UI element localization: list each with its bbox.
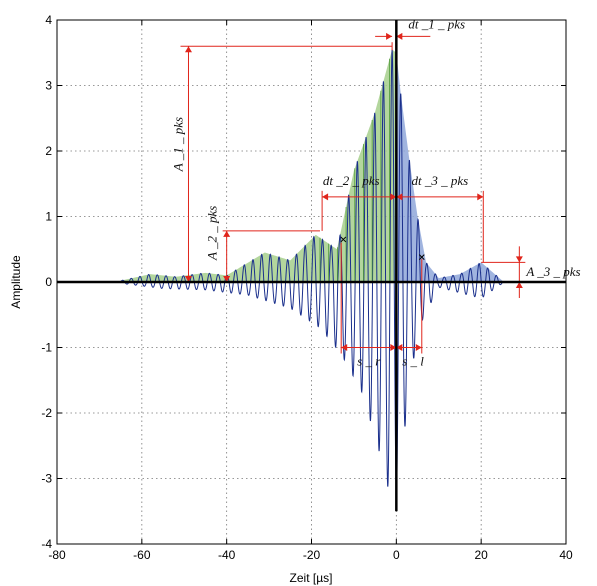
x-tick-label: 40 <box>559 548 573 562</box>
x-axis-title: Zeit [µs] <box>290 571 333 585</box>
a1-label: A _1 _ pks <box>170 117 185 172</box>
sr-arrow-head-left <box>341 344 348 351</box>
a1-arrow-head-top <box>184 46 192 53</box>
peak-marker <box>418 254 425 260</box>
x-tick-label: 20 <box>474 548 488 562</box>
dt3-arrow-head-right <box>477 193 484 201</box>
a2-arrow-head-top <box>223 230 231 237</box>
sl-label: s _ l <box>402 354 424 369</box>
x-tick-label: -80 <box>48 548 66 562</box>
x-tick-label: -60 <box>133 548 151 562</box>
y-tick-label: 4 <box>45 13 52 27</box>
x-tick-label: -20 <box>303 548 321 562</box>
a3-label: A _3 _ pks <box>525 264 580 279</box>
sl-arrow-head-right <box>415 344 422 351</box>
y-tick-label: 3 <box>45 79 52 93</box>
x-tick-label: -40 <box>218 548 236 562</box>
axes <box>56 19 567 545</box>
y-axis-title: Amplitude <box>9 255 23 309</box>
peak-marker <box>340 236 347 243</box>
annotation-layer: A _1 _ pks A _2 _ pks A _3 _ pks dt _1 _ pk… <box>170 16 580 368</box>
dt1-label: dt _1 _ pks <box>408 16 465 31</box>
a3-arrow-head-top <box>515 256 523 263</box>
y-tick-label: -4 <box>41 537 52 551</box>
right-envelope-fill <box>396 52 503 282</box>
sl-arrow-head-left <box>396 344 403 351</box>
y-tick-label: -3 <box>41 472 52 486</box>
a2-arrow-head-bottom <box>223 276 231 282</box>
sr-arrow-head-right <box>390 344 397 351</box>
waveform-series <box>120 49 503 492</box>
dt3-arrow-head-left <box>396 193 403 201</box>
y-tick-label: 0 <box>45 275 52 289</box>
envelope-fills <box>120 49 503 282</box>
y-tick-label: 1 <box>45 210 52 224</box>
dt1-arrow-head-right <box>396 32 403 40</box>
y-tick-label: 2 <box>45 144 52 158</box>
waveform-line <box>120 49 503 492</box>
a2-label: A _2 _ pks <box>205 206 220 261</box>
dt3-label: dt _3 _ pks <box>411 173 468 188</box>
dt2-arrow-head-right <box>390 193 397 201</box>
tick-labels: -80 -60 -40 -20 0 20 40 -4 -3 -2 -1 0 1 2 3 4 <box>41 13 573 562</box>
y-tick-label: -2 <box>41 406 52 420</box>
a3-arrow-head-bottom <box>515 282 523 288</box>
y-tick-label: -1 <box>41 341 52 355</box>
left-envelope-fill <box>120 49 397 282</box>
sr-label: s _ r <box>357 354 381 369</box>
a1-arrow-head-bottom <box>184 276 192 282</box>
dt1-arrow-head-left <box>386 32 393 40</box>
dt2-arrow-head-left <box>322 193 329 201</box>
dt2-label: dt _2 _ pks <box>323 173 380 188</box>
x-tick-label: 0 <box>393 548 400 562</box>
